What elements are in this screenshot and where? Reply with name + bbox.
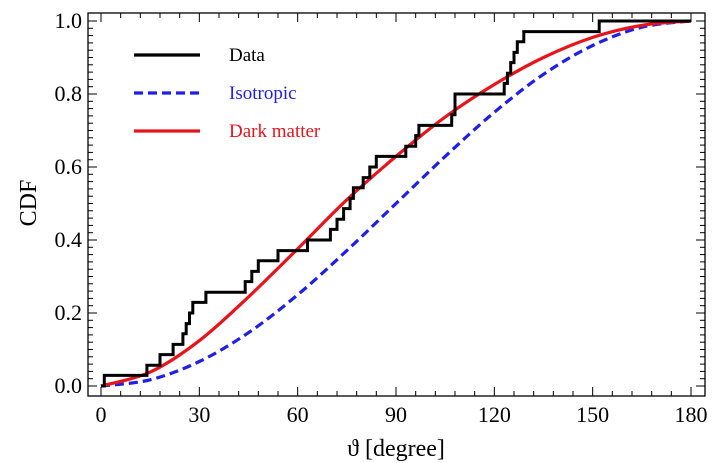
axes-layer: 0 30 60 90 120 150 180 0.0 0.2 0.4 0.6 0.8 1.0: [55, 8, 708, 427]
y-tick-label: 0.0: [55, 373, 83, 398]
x-tick-label: 90: [385, 402, 407, 427]
x-tick-label: 60: [287, 402, 309, 427]
series-line-dark-matter: [100, 19, 692, 388]
legend-label-dark-matter: Dark matter: [229, 121, 321, 142]
x-tick-label: 0: [96, 402, 107, 427]
series-line-data: [101, 19, 691, 388]
x-tick-label: 120: [478, 402, 511, 427]
legend-label-data: Data: [229, 45, 265, 66]
x-tick-label: 180: [675, 402, 708, 427]
y-tick-label: 0.8: [55, 81, 83, 106]
legend: Data Isotropic Dark matter: [134, 45, 321, 142]
series-layer: [100, 19, 692, 388]
x-tick-label: 150: [576, 402, 609, 427]
y-tick-label: 1.0: [55, 8, 83, 33]
x-tick-label: 30: [188, 402, 210, 427]
y-tick-label: 0.2: [55, 300, 83, 325]
y-axis-label: CDF: [16, 180, 42, 227]
series-line-isotropic: [100, 19, 692, 388]
legend-label-isotropic: Isotropic: [229, 83, 297, 104]
x-axis-label: ϑ [degree]: [347, 436, 445, 462]
y-tick-label: 0.6: [55, 154, 83, 179]
y-tick-label: 0.4: [55, 227, 83, 252]
